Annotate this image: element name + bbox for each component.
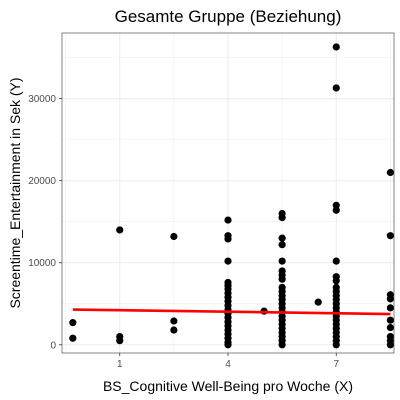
data-point bbox=[69, 319, 77, 327]
chart-title: Gesamte Gruppe (Beziehung) bbox=[115, 7, 342, 26]
data-point bbox=[386, 323, 394, 332]
data-point bbox=[332, 277, 340, 285]
data-point bbox=[69, 334, 77, 342]
data-point bbox=[332, 341, 340, 349]
data-point bbox=[116, 226, 124, 234]
data-point bbox=[170, 326, 178, 334]
y-tick-label: 30000 bbox=[28, 94, 56, 105]
data-point bbox=[278, 234, 286, 242]
data-point bbox=[386, 295, 394, 303]
data-point bbox=[332, 84, 340, 92]
data-point bbox=[278, 275, 286, 283]
x-axis-label: BS_Cognitive Well-Being pro Woche (X) bbox=[103, 378, 353, 394]
data-point bbox=[224, 216, 232, 224]
data-point bbox=[386, 304, 394, 312]
data-point bbox=[386, 232, 394, 240]
x-tick-label: 7 bbox=[333, 359, 339, 370]
data-point bbox=[278, 341, 286, 349]
y-axis-label: Screentime_Entertainment in Sek (Y) bbox=[7, 77, 23, 308]
y-tick-label: 20000 bbox=[28, 176, 56, 187]
y-tick-label: 0 bbox=[50, 340, 56, 351]
data-point bbox=[224, 257, 232, 265]
data-point bbox=[314, 298, 322, 306]
data-point bbox=[278, 241, 286, 249]
data-point bbox=[170, 317, 178, 325]
data-point bbox=[386, 341, 394, 349]
data-point bbox=[224, 235, 232, 243]
y-tick-label: 10000 bbox=[28, 258, 56, 269]
data-point bbox=[170, 232, 178, 241]
plot-panel-border bbox=[61, 32, 395, 354]
data-point bbox=[332, 257, 340, 265]
x-tick-label: 1 bbox=[117, 359, 123, 370]
data-point bbox=[386, 168, 394, 177]
data-point bbox=[332, 43, 340, 51]
data-point bbox=[116, 337, 124, 345]
data-point bbox=[332, 201, 340, 209]
data-points bbox=[69, 43, 394, 349]
data-point bbox=[224, 341, 232, 349]
data-point bbox=[278, 257, 286, 265]
data-point bbox=[332, 206, 340, 214]
data-point bbox=[386, 316, 394, 324]
regression-line-group bbox=[72, 308, 391, 316]
x-tick-label: 4 bbox=[225, 359, 231, 370]
data-point bbox=[278, 214, 286, 222]
regression-line bbox=[72, 308, 391, 316]
